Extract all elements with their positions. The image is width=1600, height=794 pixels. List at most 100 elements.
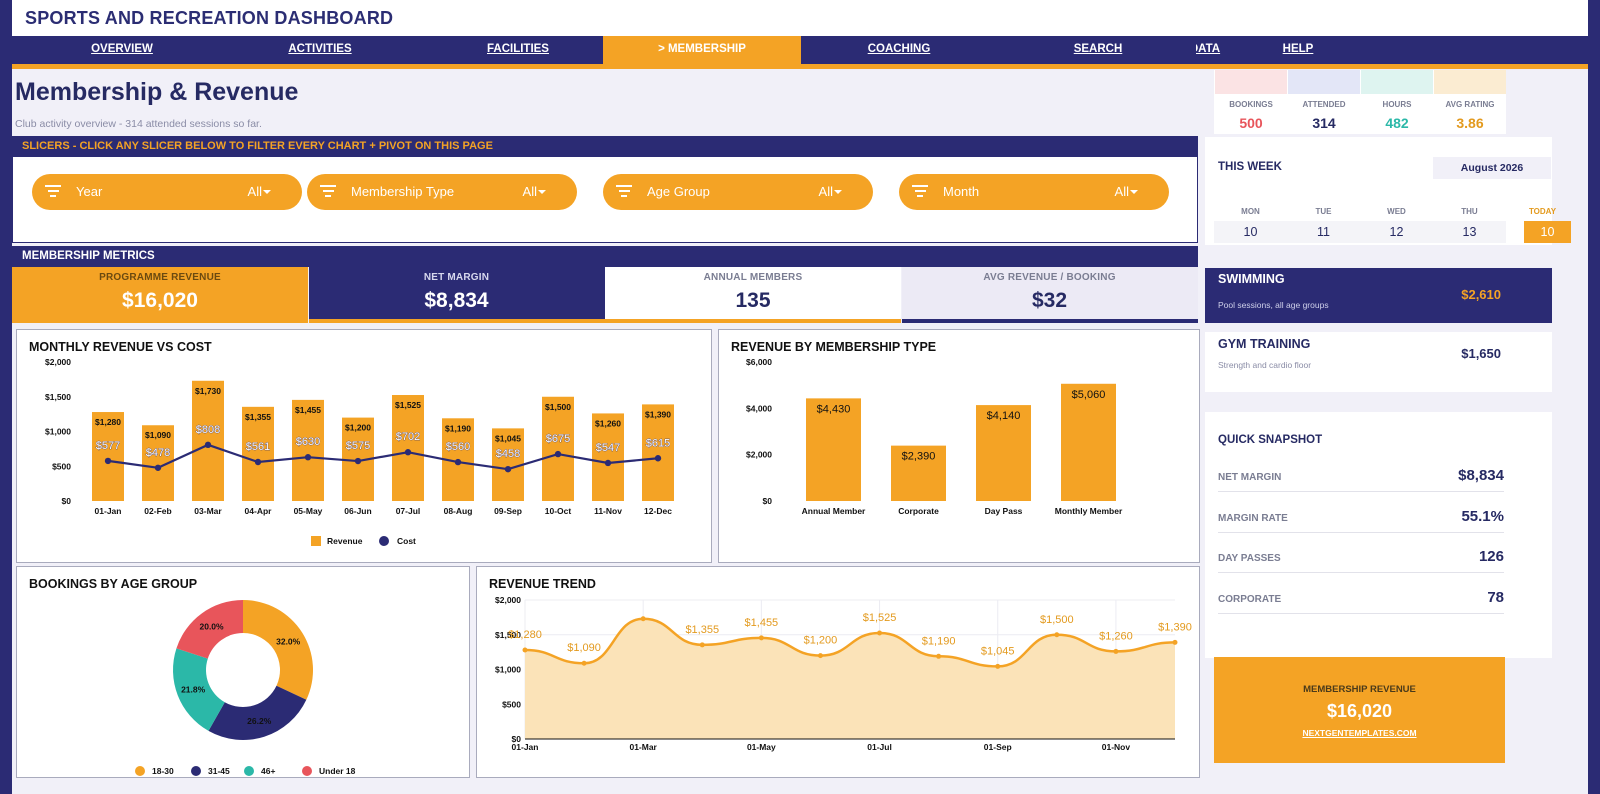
nav-tab-activities[interactable]: ACTIVITIES <box>250 36 390 64</box>
revenue-data-label: $1,525 <box>395 400 421 410</box>
mini-stat-value: 482 <box>1385 115 1409 131</box>
trend-point <box>581 660 587 666</box>
slicer-value: All <box>247 184 262 199</box>
promo-value: $16,020 <box>1326 701 1393 721</box>
activity-desc: Strength and cardio floor <box>1218 360 1312 370</box>
nav-tab-help[interactable]: HELP <box>1248 36 1348 64</box>
x-tick-label: 01-Mar <box>629 742 657 752</box>
day-value-thu[interactable]: 13 <box>1433 221 1506 243</box>
nav-tab-membership[interactable]: > MEMBERSHIP <box>603 36 801 64</box>
legend-swatch <box>302 766 312 776</box>
day-value-wed[interactable]: 12 <box>1360 221 1433 243</box>
trend-point <box>936 653 942 659</box>
page-title: Membership & Revenue <box>15 78 299 106</box>
cost-point <box>604 459 612 467</box>
cost-data-label: $458 <box>496 448 520 460</box>
nav-tab-overview[interactable]: OVERVIEW <box>52 36 192 64</box>
kpi-label: NET MARGIN <box>423 272 490 283</box>
nav-tab-data[interactable]: DATA <box>1196 36 1224 64</box>
promo-link[interactable]: NEXTGENTEMPLATES.COM <box>1302 728 1417 738</box>
day-value-today[interactable]: 10 <box>1524 221 1571 243</box>
revenue-data-label: $1,280 <box>95 417 121 427</box>
x-tick-label: 02-Feb <box>144 506 171 516</box>
kpi-accent-bar <box>605 319 901 323</box>
donut-slice-46 <box>172 648 225 731</box>
snapshot-label: CORPORATE <box>1218 593 1282 605</box>
donut-slice-18-30 <box>243 600 313 700</box>
cost-data-label: $702 <box>396 431 420 443</box>
activity-card-swimming[interactable]: SWIMMING Pool sessions, all age groups $2,… <box>1205 268 1552 323</box>
slicer-label: Age Group <box>647 184 710 199</box>
age-group-chart: 32.0% 26.2% 21.8% 20.0% 18-30 31-45 46+ Under 1… <box>135 600 356 776</box>
membership-type-title: REVENUE BY MEMBERSHIP TYPE <box>731 340 937 354</box>
activity-value: $2,610 <box>1461 287 1501 302</box>
cost-data-label: $478 <box>146 447 170 459</box>
kpi-net-margin: NET MARGIN $8,834 <box>308 267 605 323</box>
slicer-membership-type[interactable]: Membership Type All <box>307 174 577 210</box>
chevron-down-icon <box>263 190 271 194</box>
trend-data-label: $1,390 <box>1158 621 1192 633</box>
kpi-accent-bar <box>308 319 605 323</box>
legend-swatch <box>191 766 201 776</box>
nav-tab-label: ACTIVITIES <box>288 43 352 55</box>
promo-label: MEMBERSHIP REVENUE <box>1303 684 1416 695</box>
mini-stat-tint <box>1361 70 1433 94</box>
trend-data-label: $1,260 <box>1099 630 1133 642</box>
title-bar: SPORTS AND RECREATION DASHBOARD <box>12 0 1588 36</box>
nav-tab-label: > MEMBERSHIP <box>658 43 746 55</box>
snapshot-label: MARGIN RATE <box>1218 512 1288 524</box>
cost-data-label: $808 <box>196 424 220 436</box>
y-tick-label: $1,000 <box>45 427 71 437</box>
chevron-down-icon <box>1130 190 1138 194</box>
legend-revenue-label: Revenue <box>327 536 363 546</box>
activity-card-gym-training[interactable]: GYM TRAINING Strength and cardio floor $1,… <box>1205 332 1552 392</box>
day-value-tue[interactable]: 11 <box>1287 221 1360 243</box>
y-tick-label: $2,000 <box>495 595 521 605</box>
kpi-value: $16,020 <box>122 289 198 312</box>
trend-data-label: $1,525 <box>863 612 897 624</box>
revenue-bar <box>642 404 674 501</box>
cost-data-label: $630 <box>296 436 320 448</box>
nav-tab-coaching[interactable]: COACHING <box>800 36 998 64</box>
slicer-year[interactable]: Year All <box>32 174 302 210</box>
membership-type-chart: $0 $2,000 $4,000 $6,000 $4,430 Annual Member $… <box>746 357 1123 516</box>
slicer-age-group[interactable]: Age Group All <box>603 174 873 210</box>
revenue-bar <box>392 395 424 501</box>
kpi-value: $8,834 <box>424 289 489 312</box>
cost-data-label: $547 <box>596 442 620 454</box>
snapshot-value: 78 <box>1487 588 1504 606</box>
legend-label: 46+ <box>261 766 275 776</box>
trend-point <box>877 630 883 636</box>
membership-bar <box>806 398 861 501</box>
trend-point <box>522 647 528 653</box>
legend-swatch <box>135 766 145 776</box>
revenue-data-label: $1,730 <box>195 386 221 396</box>
slicer-label: Membership Type <box>351 184 455 199</box>
trend-data-label: $1,500 <box>1040 614 1074 626</box>
mini-stat-bookings: BOOKINGS 500 <box>1215 70 1287 134</box>
nav-tab-label: DATA <box>1196 43 1221 55</box>
filter-icon <box>44 185 62 199</box>
nav-bar: OVERVIEW ACTIVITIES FACILITIES > MEMBERSHIP… <box>12 36 1588 64</box>
trend-point <box>817 653 823 659</box>
x-tick-label: 06-Jun <box>344 506 371 516</box>
membership-data-label: $4,140 <box>987 410 1021 422</box>
activity-value: $1,650 <box>1461 346 1501 361</box>
chevron-down-icon <box>538 190 546 194</box>
kpi-label: PROGRAMME REVENUE <box>99 272 221 283</box>
x-tick-label: 01-Jan <box>512 742 539 752</box>
cost-point <box>454 458 462 466</box>
revenue-bar <box>592 413 624 501</box>
membership-data-label: $5,060 <box>1072 389 1106 401</box>
nav-tab-facilities[interactable]: FACILITIES <box>448 36 588 64</box>
y-tick-label: $0 <box>62 496 72 506</box>
kpi-label: AVG REVENUE / BOOKING <box>983 272 1116 283</box>
legend-label: Under 18 <box>319 766 356 776</box>
nav-tab-search[interactable]: SEARCH <box>1048 36 1148 64</box>
y-tick-label: $1,500 <box>45 392 71 402</box>
day-value-mon[interactable]: 10 <box>1214 221 1287 243</box>
slicer-month[interactable]: Month All <box>899 174 1169 210</box>
cost-data-label: $615 <box>646 437 670 449</box>
x-tick-label: 11-Nov <box>594 506 622 516</box>
trend-point <box>1054 632 1060 638</box>
